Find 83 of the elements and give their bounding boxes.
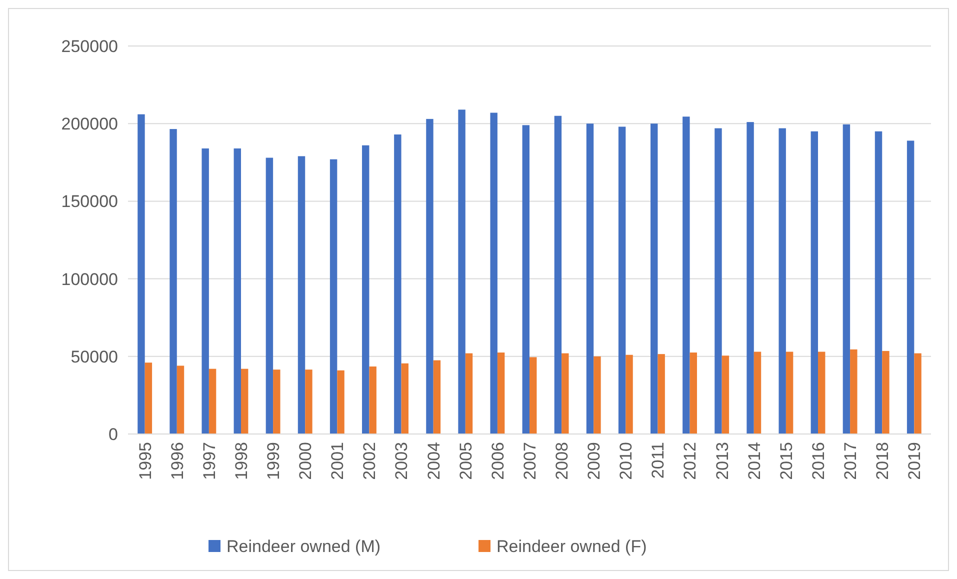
bar (208, 368, 216, 434)
bar (874, 131, 882, 434)
x-tick-label: 2002 (360, 442, 380, 480)
bar (810, 131, 818, 434)
bar (266, 158, 274, 434)
bar (202, 148, 209, 434)
x-tick-label: 2014 (744, 442, 764, 480)
y-tick-label: 50000 (70, 347, 118, 366)
bar (778, 128, 786, 434)
bar (170, 129, 177, 434)
x-tick-label: 2015 (776, 442, 796, 480)
bar (586, 124, 594, 434)
x-tick-label: 2013 (712, 442, 732, 480)
x-tick-label: 2000 (296, 442, 316, 480)
bar (594, 356, 601, 434)
bar (842, 124, 850, 434)
x-tick-label: 1995 (136, 442, 155, 480)
bar (914, 353, 922, 434)
bar (433, 360, 441, 434)
y-tick-label: 250000 (61, 36, 118, 56)
bar (882, 350, 890, 434)
bar (330, 159, 338, 434)
y-tick-label: 0 (108, 424, 118, 444)
bar (818, 352, 826, 434)
bar (554, 116, 562, 434)
x-tick-label: 2005 (456, 442, 476, 480)
bar (850, 349, 858, 434)
x-tick-label: 2007 (520, 442, 540, 480)
bar (305, 370, 312, 434)
y-tick-label: 150000 (61, 192, 118, 212)
bar (650, 124, 658, 434)
x-tick-label: 2008 (552, 442, 572, 480)
bar (682, 116, 690, 434)
bar (530, 357, 537, 434)
legend-label: Reindeer owned (F) (496, 536, 647, 556)
bar (369, 366, 376, 434)
bar (906, 140, 914, 434)
bar (786, 352, 794, 434)
x-tick-label: 2019 (905, 442, 924, 480)
x-tick-label: 1998 (232, 442, 251, 480)
bar (458, 110, 466, 434)
bar (626, 354, 633, 434)
bar (722, 356, 730, 434)
x-tick-label: 1996 (168, 442, 187, 480)
x-tick-label: 2003 (392, 442, 412, 480)
x-tick-label: 1999 (264, 442, 284, 480)
bar (714, 128, 722, 434)
bar (497, 352, 505, 434)
bar (138, 114, 145, 434)
bar (240, 368, 248, 434)
x-tick-label: 2009 (584, 442, 604, 480)
bar (273, 370, 280, 434)
y-tick-label: 200000 (61, 114, 118, 134)
bar (522, 125, 530, 434)
x-tick-label: 2006 (488, 442, 508, 480)
x-tick-label: 2012 (680, 442, 700, 480)
bar (176, 366, 184, 434)
x-tick-label: 2017 (841, 442, 860, 480)
x-tick-label: 2001 (328, 442, 348, 480)
bar (401, 363, 408, 434)
x-tick-label: 2010 (616, 442, 636, 480)
bar (465, 353, 473, 434)
x-tick-label: 2004 (424, 442, 444, 480)
bar (337, 370, 344, 434)
bar (362, 145, 370, 434)
bar (658, 354, 665, 434)
bar (394, 134, 402, 434)
x-tick-label: 2018 (873, 442, 892, 480)
bar (144, 362, 152, 434)
x-tick-label: 2011 (648, 442, 668, 479)
bar (426, 118, 434, 434)
bar (562, 353, 569, 434)
bar (690, 352, 697, 434)
bar (746, 122, 754, 434)
bar (234, 148, 241, 434)
x-tick-label: 2016 (808, 442, 828, 480)
bar (298, 156, 306, 434)
bar (490, 112, 498, 434)
x-tick-label: 1997 (200, 442, 219, 480)
y-tick-label: 100000 (61, 270, 118, 289)
legend-label: Reindeer owned (M) (226, 536, 381, 556)
bar (754, 352, 762, 434)
bar (618, 126, 626, 434)
